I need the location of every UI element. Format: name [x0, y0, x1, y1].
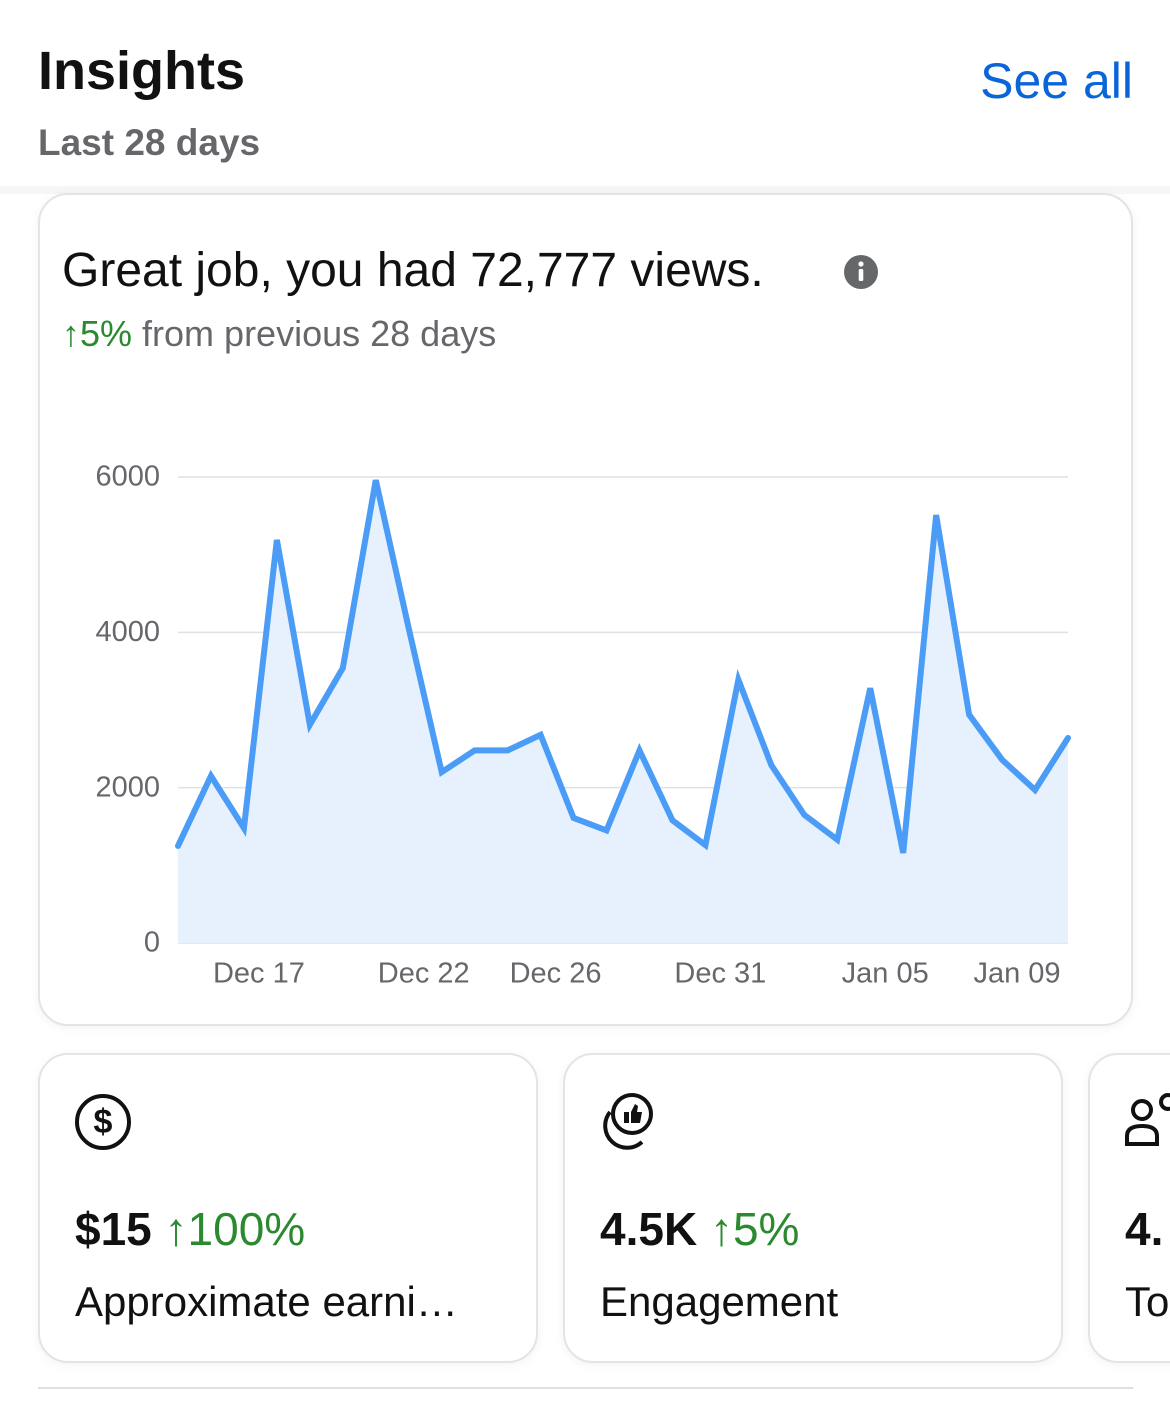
stat-value-line: 4.5K ↑5%: [600, 1202, 799, 1256]
stat-label: Approximate earni…: [75, 1278, 458, 1325]
engagement-icon: [603, 1093, 653, 1150]
chart-title: Great job, you had 72,777 views.: [62, 244, 764, 297]
divider-band: [0, 186, 1170, 194]
stat-card[interactable]: 4.5K ↑5% Engagement: [563, 1053, 1063, 1363]
stat-card[interactable]: 4. To: [1088, 1053, 1170, 1363]
stat-card[interactable]: $ $15 ↑100% Approximate earni…: [38, 1053, 538, 1363]
views-card[interactable]: Great job, you had 72,777 views. ↑5% fro…: [38, 193, 1133, 1026]
see-all-link[interactable]: See all: [980, 53, 1133, 109]
subtitle: Last 28 days: [38, 122, 261, 163]
stat-value: 4.5K: [600, 1203, 698, 1255]
people-icon: [1125, 1093, 1170, 1146]
svg-text:$: $: [94, 1103, 113, 1141]
stat-change: ↑100%: [164, 1203, 306, 1255]
chart-subtitle-line: ↑5% from previous 28 days: [62, 313, 496, 355]
change: ↑5%: [62, 313, 133, 354]
stat-label: To: [1125, 1278, 1170, 1325]
stat-value: 4.: [1125, 1203, 1164, 1255]
stat-change: ↑5%: [709, 1203, 800, 1255]
dollar-icon: $: [75, 1094, 131, 1150]
stat-value-line: $15 ↑100%: [75, 1202, 305, 1256]
chart-subtitle: from previous 28 days: [142, 313, 497, 354]
bottom-divider: [38, 1387, 1133, 1389]
stat-value: $15: [75, 1203, 152, 1255]
title: Insights: [38, 41, 246, 101]
stat-label: Engagement: [600, 1278, 839, 1325]
info-icon[interactable]: [843, 254, 879, 290]
